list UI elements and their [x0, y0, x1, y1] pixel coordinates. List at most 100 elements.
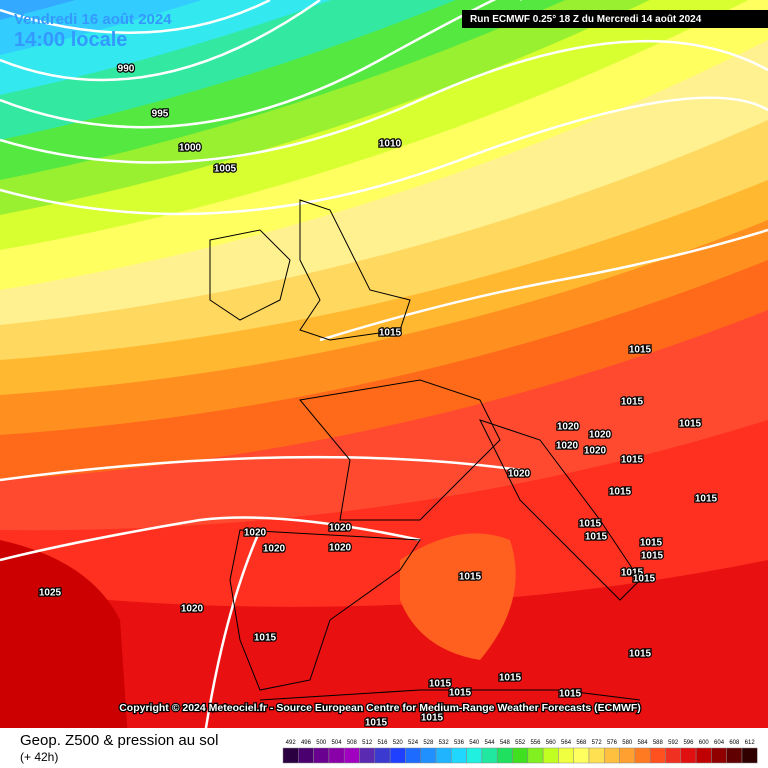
scale-label: 524 [408, 740, 419, 746]
scale-swatch [573, 747, 590, 764]
isobar-label: 1015 [609, 487, 632, 498]
pressure-band [400, 533, 516, 660]
scale-label: 580 [622, 740, 633, 746]
scale-label: 568 [576, 740, 587, 746]
footer-title: Geop. Z500 & pression au sol [20, 732, 218, 749]
forecast-date: Vendredi 16 août 2024 [14, 11, 172, 28]
footer-lead: (+ 42h) [20, 750, 58, 764]
scale-label: 536 [454, 740, 465, 746]
scale-label: 576 [607, 740, 618, 746]
scale-swatch [435, 747, 452, 764]
isobar-label: 1015 [449, 688, 472, 699]
scale-swatch [527, 747, 544, 764]
scale-label: 564 [561, 740, 572, 746]
scale-label: 612 [745, 740, 756, 746]
forecast-time: 14:00 locale [14, 29, 127, 51]
isobar-label: 1010 [379, 139, 402, 150]
copyright: Copyright © 2024 Meteociel.fr - Source E… [119, 702, 641, 714]
scale-label: 592 [668, 740, 679, 746]
isobar-label: 1015 [254, 633, 277, 644]
scale-label: 548 [500, 740, 511, 746]
isobar-label: 990 [118, 64, 135, 75]
isobar-label: 1015 [499, 673, 522, 684]
isobar-label: 1005 [214, 164, 237, 175]
scale-swatch [695, 747, 712, 764]
isobar-label: 995 [152, 109, 169, 120]
isobar-label: 1015 [621, 397, 644, 408]
isobar-label: 1015 [621, 455, 644, 466]
scale-label: 552 [515, 740, 526, 746]
isobar-label: 1020 [584, 446, 607, 457]
scale-label: 512 [362, 740, 373, 746]
isobar-label: 1015 [585, 532, 608, 543]
isobar-label: 1015 [679, 419, 702, 430]
isobar-label: 1015 [421, 713, 444, 724]
scale-swatch [711, 747, 727, 764]
scale-label: 500 [316, 740, 327, 746]
pressure-band [0, 560, 768, 768]
scale-label: 528 [423, 740, 434, 746]
scale-label: 532 [439, 740, 450, 746]
scale-label: 516 [377, 740, 388, 746]
scale-swatch [649, 747, 666, 764]
isobar-label: 1020 [329, 523, 352, 534]
run-info: Run ECMWF 0.25° 18 Z du Mercredi 14 août… [470, 14, 702, 25]
isobar-label: 1015 [579, 519, 602, 530]
scale-swatch [451, 747, 467, 764]
isobar-label: 1015 [640, 538, 663, 549]
scale-swatch [298, 747, 314, 764]
scale-swatch [313, 747, 330, 764]
isobar-label: 1015 [429, 679, 452, 690]
scale-label: 496 [301, 740, 312, 746]
isobar-label: 1015 [641, 551, 664, 562]
isobar-label: 1015 [379, 328, 402, 339]
coastlines [209, 199, 641, 701]
scale-swatch [588, 747, 605, 764]
scale-swatch [619, 747, 636, 764]
isobar-label: 1015 [365, 718, 388, 729]
scale-label: 584 [638, 740, 649, 746]
color-scale: 492 496 500 504 508 512 516 520 524 528 532 536 540 5… [282, 740, 758, 764]
isobar-label: 1020 [557, 422, 580, 433]
scale-label: 608 [729, 740, 740, 746]
isobar-label: 1015 [629, 649, 652, 660]
scale-label: 492 [286, 740, 297, 746]
scale-swatch [604, 747, 620, 764]
isobar-label: 1020 [329, 543, 352, 554]
isobar-label: 1025 [39, 588, 62, 599]
scale-label: 520 [393, 740, 404, 746]
scale-swatch [665, 747, 682, 764]
scale-swatch [389, 747, 406, 764]
scale-label: 560 [546, 740, 557, 746]
scale-swatch [405, 747, 421, 764]
scale-swatch [542, 747, 559, 764]
scale-swatch [634, 747, 651, 764]
isobar-label: 1015 [559, 689, 582, 700]
isobar-label: 1020 [244, 528, 267, 539]
scale-swatch [359, 747, 376, 764]
isobar-label: 1020 [181, 604, 204, 615]
scale-swatch [420, 747, 437, 764]
isobar-labels: 9909951000100510101015101510151015102010… [38, 62, 719, 730]
isobar-label: 1015 [695, 494, 718, 505]
isobar-label: 1020 [508, 469, 531, 480]
scale-swatch [374, 747, 391, 764]
scale-label: 508 [347, 740, 358, 746]
pressure-band [0, 540, 130, 768]
scale-swatch [558, 747, 574, 764]
scale-swatch [512, 747, 529, 764]
scale-label: 588 [653, 740, 664, 746]
isobar-label: 1020 [589, 430, 612, 441]
scale-swatch [282, 747, 299, 764]
scale-swatch [741, 747, 758, 764]
scale-label: 596 [683, 740, 694, 746]
scale-label: 504 [332, 740, 343, 746]
scale-swatch [343, 747, 360, 764]
isobar-label: 1015 [629, 345, 652, 356]
scale-label: 544 [485, 740, 496, 746]
isobar-label: 1020 [263, 544, 286, 555]
scale-swatch [496, 747, 513, 764]
isobar-label: 1020 [556, 441, 579, 452]
